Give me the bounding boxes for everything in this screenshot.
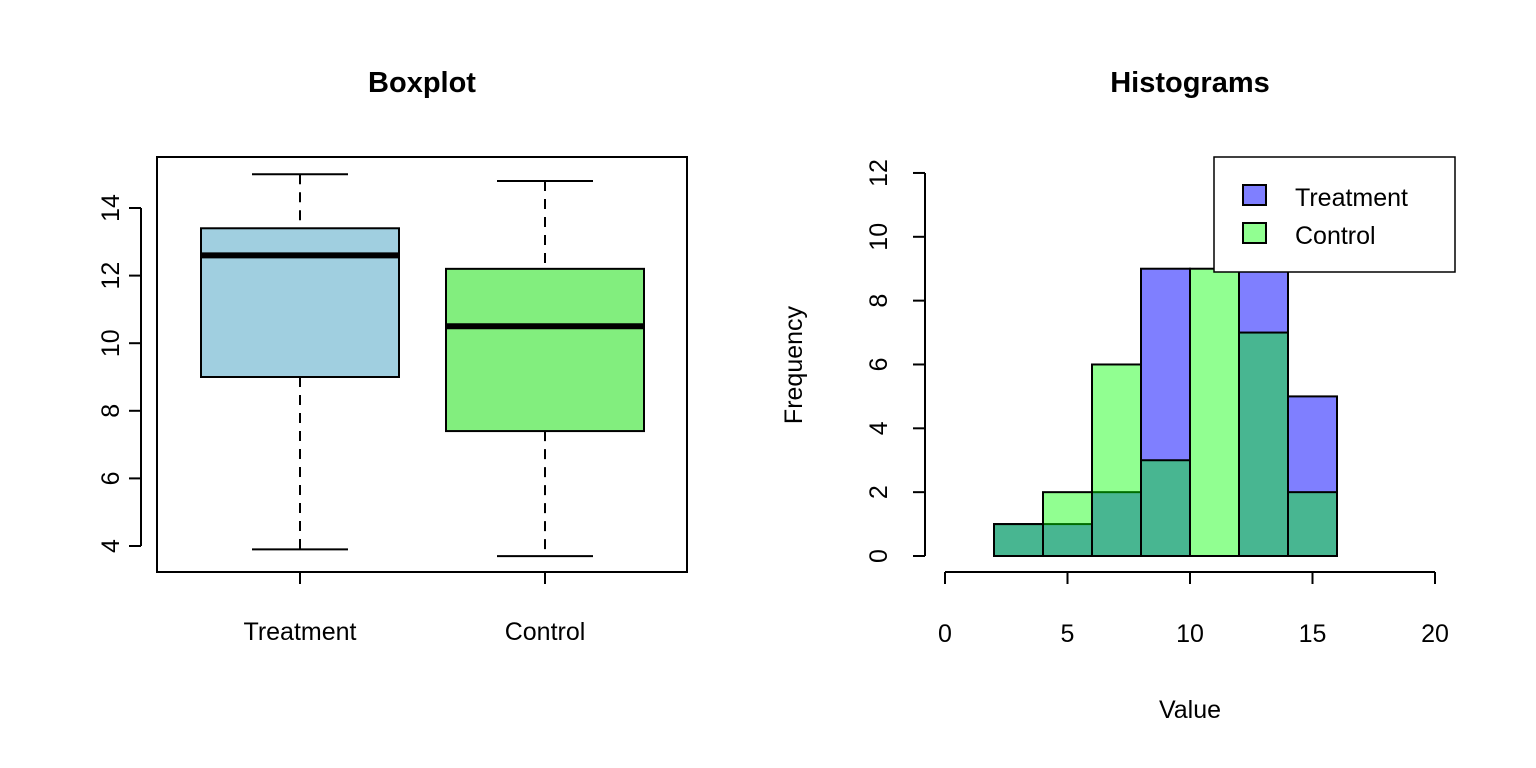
y-tick-label: 6 [97, 471, 125, 485]
legend-label: Treatment [1295, 184, 1408, 212]
y-tick-label: 10 [865, 223, 893, 251]
bar-control [1042, 491, 1093, 558]
y-tick-label: 6 [865, 358, 893, 372]
bar-control [1091, 363, 1142, 558]
y-axis-label: Frequency [780, 305, 808, 424]
y-tick-label: 4 [97, 539, 125, 553]
y-tick-label: 4 [865, 421, 893, 435]
legend-swatch-treatment [1242, 184, 1267, 206]
y-tick-label: 12 [865, 159, 893, 187]
bar-control [1189, 267, 1240, 557]
bar-treatment [1238, 267, 1289, 557]
y-tick-label: 14 [97, 194, 125, 222]
x-axis-label: Value [1159, 696, 1221, 724]
plot-frame [156, 156, 688, 573]
boxplot-title: Boxplot [368, 67, 476, 99]
bar-treatment [1140, 267, 1191, 557]
bar-control [1287, 491, 1338, 558]
y-tick-label: 2 [865, 485, 893, 499]
y-tick-label: 12 [97, 262, 125, 290]
histogram-panel: Histograms Value Frequency 0 2 4 6 8 10 12 0 5 10… [780, 67, 1456, 724]
x-tick-label: 10 [1176, 620, 1204, 648]
box-treatment [200, 227, 400, 378]
y-tick-label: 8 [865, 294, 893, 308]
bar-control [993, 523, 1044, 558]
x-tick-label: 0 [938, 620, 952, 648]
x-tick-label: 5 [1061, 620, 1075, 648]
y-tick-label: 0 [865, 549, 893, 563]
histogram-title: Histograms [1110, 67, 1270, 99]
boxplot-panel: Boxplot 4 6 8 10 12 14 Treatment Control [97, 67, 688, 646]
legend: Treatment Control [1213, 156, 1456, 273]
y-tick-label: 8 [97, 404, 125, 418]
x-tick-label: 20 [1421, 620, 1449, 648]
bar-control [1238, 331, 1289, 557]
legend-swatch-control [1242, 222, 1267, 244]
legend-box [1213, 156, 1456, 273]
legend-label: Control [1295, 222, 1376, 250]
x-tick-label: 15 [1299, 620, 1327, 648]
x-tick-label: Treatment [243, 618, 356, 646]
y-tick-label: 10 [97, 329, 125, 357]
box-control [445, 267, 645, 433]
x-tick-label: Control [505, 618, 586, 646]
bar-control [1140, 459, 1191, 557]
